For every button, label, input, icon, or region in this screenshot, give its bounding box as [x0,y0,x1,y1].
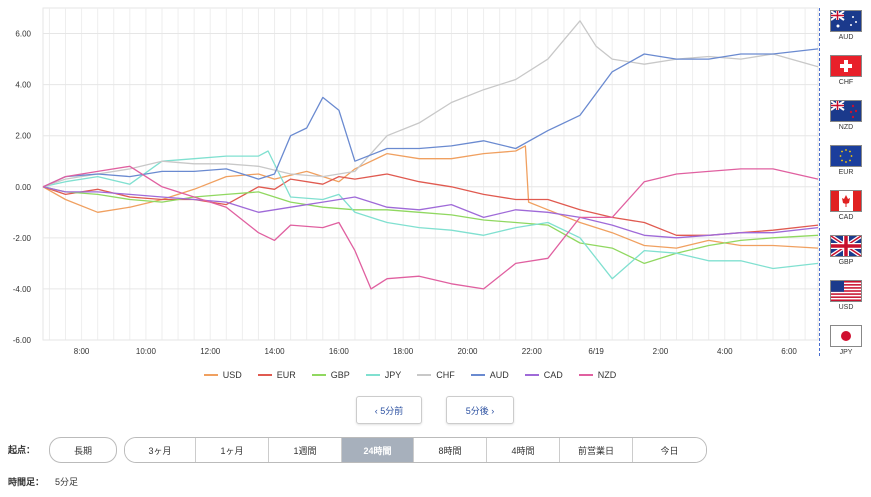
y-tick-label: 2.00 [15,132,31,141]
flag-item-cad[interactable]: CAD [830,190,862,221]
range-option-active[interactable]: 24時間 [342,438,414,462]
legend-item-chf[interactable]: CHF [417,370,455,380]
legend-swatch [311,374,326,376]
x-tick-label: 8:00 [74,347,90,356]
legend-swatch [257,374,272,376]
legend-swatch [524,374,539,376]
y-tick-label: 4.00 [15,81,31,90]
y-tick-label: -4.00 [13,285,32,294]
legend-label: EUR [276,370,296,380]
y-tick-label: 0.00 [15,183,31,192]
series-line-usd [42,145,819,249]
flag-item-aud[interactable]: AUD [830,10,862,41]
flag-label: JPY [839,349,853,356]
x-tick-label: 22:00 [522,347,543,356]
australia-flag-icon [830,10,862,32]
legend-item-usd[interactable]: USD [203,370,242,380]
series-line-jpy [42,150,819,280]
legend-item-gbp[interactable]: GBP [311,370,350,380]
flag-label: USD [838,304,854,311]
flag-label: NZD [838,124,854,131]
range-option[interactable]: 今日 [633,438,706,462]
y-tick-label: -2.00 [13,234,32,243]
start-point-selector[interactable]: 長期 [49,437,117,463]
range-option[interactable]: 4時間 [487,438,560,462]
legend-item-cad[interactable]: CAD [524,370,563,380]
flag-item-usd[interactable]: USD [830,280,862,311]
prev-5min-button[interactable]: ‹ 5分前 [356,396,422,424]
interval-label: 時間足： [8,477,45,487]
legend-label: USD [222,370,242,380]
range-option[interactable]: 前営業日 [560,438,633,462]
range-option[interactable]: 8時間 [414,438,487,462]
flag-label: GBP [838,259,854,266]
flag-item-jpy[interactable]: JPY [830,325,862,356]
legend-label: JPY [384,370,402,380]
legend-label: NZD [597,370,617,380]
next-5min-button[interactable]: 5分後 › [446,396,514,424]
usa-flag-icon [830,280,862,302]
flag-item-chf[interactable]: CHF [830,55,862,86]
flag-label: CHF [838,79,854,86]
x-tick-label: 18:00 [393,347,414,356]
legend-item-nzd[interactable]: NZD [578,370,617,380]
x-tick-label: 14:00 [265,347,286,356]
legend-label: GBP [330,370,350,380]
legend-swatch [365,374,380,376]
x-tick-label: 20:00 [457,347,478,356]
legend-swatch [470,374,485,376]
new-zealand-flag-icon [830,100,862,122]
flag-item-eur[interactable]: EUR [830,145,862,176]
x-tick-label: 2:00 [653,347,669,356]
x-tick-label: 10:00 [136,347,157,356]
switzerland-flag-icon [830,55,862,77]
flag-label: AUD [838,34,854,41]
x-tick-label: 4:00 [717,347,733,356]
legend-swatch [417,374,432,376]
flag-label: CAD [838,214,854,221]
legend-item-eur[interactable]: EUR [257,370,296,380]
start-point-label: 起点： [8,445,36,455]
flag-item-nzd[interactable]: NZD [830,100,862,131]
series-line-eur [42,173,819,236]
legend-label: AUD [489,370,509,380]
legend-swatch [203,374,218,376]
plot-area [42,7,819,341]
interval-value: 5分足 [55,477,79,487]
canada-flag-icon [830,190,862,212]
currency-strength-chart: 6.00 4.00 2.00 0.00 -2.00 -4.00 -6.00 8:00 10:00… [13,7,819,356]
time-range-selector: 3ヶ月 1ヶ月 1週間 24時間 8時間 4時間 前営業日 今日 [124,437,707,463]
legend-label: CAD [543,370,563,380]
legend-item-aud[interactable]: AUD [470,370,509,380]
chart-legend: USD EUR GBP JPY CHF AUD CAD NZD [0,368,820,380]
y-tick-label: 6.00 [15,30,31,39]
range-option[interactable]: 1ヶ月 [196,438,269,462]
uk-flag-icon [830,235,862,257]
range-option[interactable]: 1週間 [269,438,342,462]
legend-item-jpy[interactable]: JPY [365,370,402,380]
flag-item-gbp[interactable]: GBP [830,235,862,266]
x-tick-label: 6:00 [781,347,797,356]
series-line-cad [42,186,819,239]
flag-label: EUR [838,169,854,176]
legend-swatch [578,374,593,376]
series-line-nzd [42,165,819,290]
legend-label: CHF [436,370,455,380]
x-tick-label: 16:00 [329,347,350,356]
range-option[interactable]: 3ヶ月 [125,438,196,462]
y-tick-label: -6.00 [13,336,32,345]
series-line-aud [42,48,819,188]
series-line-chf [42,20,819,188]
currency-flag-panel: AUD CHF NZD EUR CAD GBP USD [819,8,864,356]
x-tick-label: 12:00 [200,347,221,356]
x-tick-label: 6/19 [588,347,604,356]
japan-flag-icon [830,325,862,347]
eu-flag-icon [830,145,862,167]
